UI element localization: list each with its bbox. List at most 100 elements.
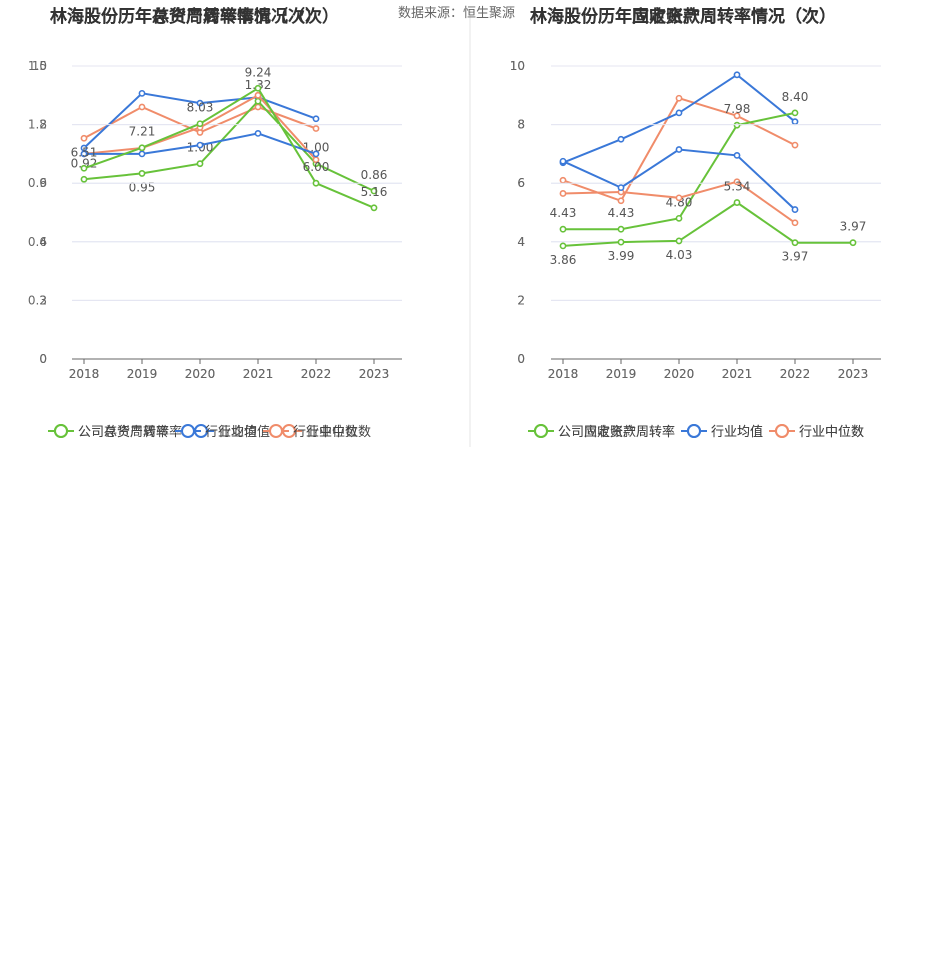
data-point-average <box>80 150 88 158</box>
data-point-median <box>138 103 146 111</box>
series-line-company <box>83 86 375 209</box>
data-point-median <box>791 219 799 227</box>
legend-label: 行业中位数 <box>799 425 864 440</box>
data-point-average <box>675 146 683 153</box>
data-label: 7.21 <box>129 125 156 139</box>
data-point-company <box>559 242 567 250</box>
x-tick-label: 2020 <box>664 367 695 381</box>
y-tick-label: 0.3 <box>28 293 47 307</box>
data-label: 6.51 <box>71 145 98 159</box>
data-point-median <box>80 134 88 142</box>
y-tick-label: 0 <box>517 352 525 366</box>
legend-item-company: 公司应收账款周转率 <box>528 424 675 440</box>
data-point-median <box>733 178 741 186</box>
y-tick-label: 0 <box>39 352 47 366</box>
x-tick-label: 2018 <box>69 367 100 381</box>
y-tick-label: 0 <box>517 352 525 366</box>
data-point-average <box>559 157 567 165</box>
data-point-company <box>196 120 204 128</box>
y-tick-label: 4 <box>517 235 525 249</box>
y-tick-label: 8 <box>39 118 47 132</box>
legend-swatch-marker <box>54 424 68 438</box>
y-tick-label: 2 <box>517 293 525 307</box>
data-point-median <box>675 94 683 102</box>
data-label: 8.03 <box>187 101 214 115</box>
x-tick-label: 2020 <box>185 367 216 381</box>
x-tick-label: 2020 <box>664 367 695 381</box>
y-tick-label: 2 <box>517 293 525 307</box>
data-label: 4.43 <box>608 206 635 220</box>
data-label: 0.86 <box>361 168 388 182</box>
data-point-average <box>254 129 262 137</box>
data-point-company <box>733 121 741 129</box>
data-point-company <box>559 225 567 233</box>
data-point-average <box>196 99 204 107</box>
x-tick-label: 2022 <box>301 367 332 381</box>
chart-title: 林海股份历年固定资产周转率情况（次） <box>530 6 836 27</box>
legend-label: 公司存货周转率 <box>78 424 169 440</box>
data-label: 5.34 <box>724 180 751 194</box>
data-point-company <box>312 179 320 187</box>
data-point-company <box>370 187 378 195</box>
data-point-average <box>791 206 799 213</box>
source-note: 数据来源：恒生聚源 <box>398 6 515 21</box>
y-tick-label: 4 <box>39 235 47 249</box>
x-tick-label: 2023 <box>359 367 390 381</box>
x-tick-label: 2023 <box>359 367 390 381</box>
data-label: 5.16 <box>361 185 388 199</box>
y-tick-label: 10 <box>510 59 525 73</box>
legend-swatch-marker <box>181 424 195 438</box>
x-tick-label: 2021 <box>722 367 753 381</box>
chart-title: 林海股份历年总资产周转率情况（次） <box>50 6 339 27</box>
data-point-median <box>675 194 683 202</box>
data-point-median <box>617 197 625 205</box>
x-tick-label: 2018 <box>548 367 579 381</box>
legend-label: 行业中位数 <box>799 425 864 440</box>
data-point-company <box>370 204 378 212</box>
data-point-average <box>138 89 146 97</box>
x-tick-label: 2022 <box>780 367 811 381</box>
data-point-company <box>617 238 625 246</box>
x-tick-label: 2019 <box>606 367 637 381</box>
data-point-median <box>733 112 741 120</box>
series-line-company <box>83 99 375 192</box>
legend-label: 公司总资产周转率 <box>78 424 182 440</box>
y-tick-label: 4 <box>517 235 525 249</box>
data-label: 0.95 <box>129 180 156 194</box>
data-point-average <box>791 118 799 126</box>
legend-label: 行业均值 <box>711 424 763 440</box>
y-tick-label: 1.2 <box>28 118 47 132</box>
data-point-average <box>617 135 625 143</box>
y-tick-label: 8 <box>517 118 525 132</box>
x-tick-label: 2020 <box>185 367 216 381</box>
data-point-company <box>138 170 146 177</box>
legend-item-median: 行业中位数 <box>263 424 358 440</box>
data-point-average <box>196 141 204 149</box>
y-tick-label: 8 <box>517 118 525 132</box>
x-tick-label: 2022 <box>301 367 332 381</box>
x-tick-label: 2023 <box>838 367 869 381</box>
data-point-average <box>617 184 625 191</box>
chart-group-3: 林海股份历年应收账款周转率情况（次） 0 2 4 6 8 10 2018 2019 2020 202… <box>510 6 881 440</box>
data-label: 3.97 <box>782 250 809 264</box>
legend-label: 行业均值 <box>711 424 763 440</box>
data-point-median <box>254 91 262 99</box>
data-point-average <box>138 150 146 158</box>
y-tick-label: 10 <box>32 59 47 73</box>
chart-title: 林海股份历年应收账款周转率情况（次） <box>530 6 836 27</box>
x-tick-label: 2021 <box>243 367 274 381</box>
data-label: 6.00 <box>303 160 330 174</box>
data-point-company <box>254 84 262 92</box>
x-tick-label: 2018 <box>548 367 579 381</box>
data-label: 9.24 <box>245 65 272 79</box>
data-label: 4.80 <box>666 195 693 209</box>
data-point-company <box>791 109 799 117</box>
y-tick-label: 6 <box>517 176 525 190</box>
legend-item-median: 行业中位数 <box>769 424 864 440</box>
legend-item-average: 行业均值 <box>175 424 257 440</box>
data-point-median <box>559 176 567 184</box>
x-tick-label: 2019 <box>127 367 158 381</box>
data-point-average <box>733 71 741 79</box>
data-point-company <box>675 214 683 222</box>
